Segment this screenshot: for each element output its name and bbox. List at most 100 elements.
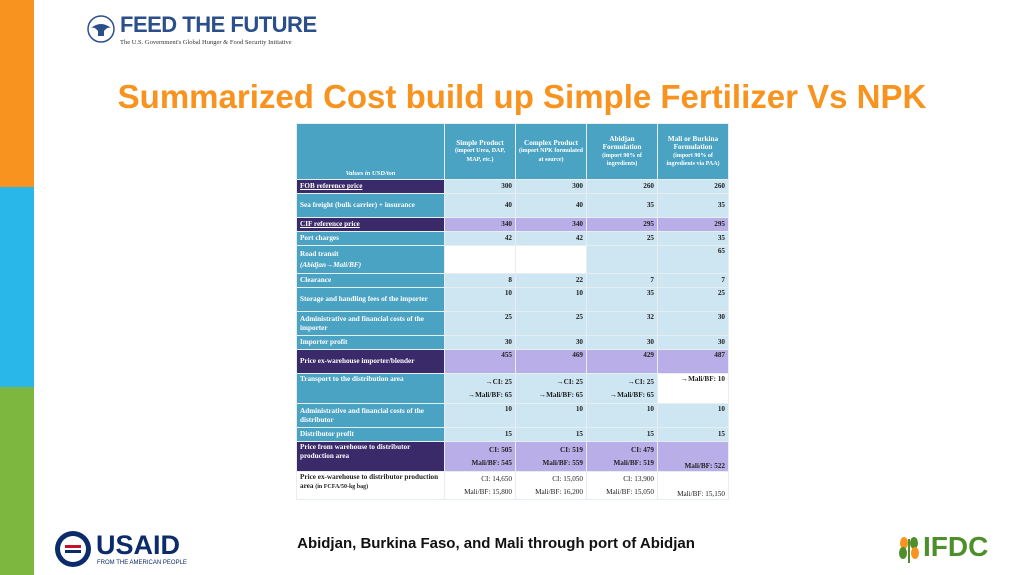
table-cell <box>444 245 516 274</box>
table-cell: 42 <box>444 231 516 246</box>
cell-line-b: Mali/BF: 16,200 <box>535 487 583 496</box>
column-title: Simple Product <box>456 138 504 147</box>
cell-line-a: →CI: 25 <box>485 377 512 386</box>
table-cell: 300 <box>444 179 516 194</box>
table-cell: 25 <box>586 231 658 246</box>
table-cell: Mali/BF: 522 <box>657 441 729 472</box>
table-cell: 35 <box>657 193 729 218</box>
cell-line-b: Mali/BF: 15,150 <box>677 489 725 498</box>
table-cell: 15 <box>444 427 516 442</box>
table-cell: 30 <box>515 335 587 350</box>
table-cell: 260 <box>657 179 729 194</box>
table-row: Administrative and financial costs of th… <box>296 403 729 428</box>
table-cell: 30 <box>444 335 516 350</box>
table-cell <box>515 245 587 274</box>
table-row: Importer profit 30 30 30 30 <box>296 335 729 350</box>
feed-the-future-subtitle: The U.S. Government's Global Hunger & Fo… <box>120 39 292 46</box>
table-cell: 300 <box>515 179 587 194</box>
row-label-note: (in FCFA/50-kg bag) <box>315 483 369 490</box>
table-cell: CI: 15,050 Mali/BF: 16,200 <box>515 471 587 500</box>
ifdc-title: IFDC <box>923 531 989 562</box>
table-cell: 340 <box>515 217 587 232</box>
table-cell: 487 <box>657 349 729 374</box>
table-cell: 25 <box>444 311 516 336</box>
column-subtitle: (import 90% of ingredients via PAA) <box>666 152 720 168</box>
usaid-seal-icon <box>55 531 91 567</box>
table-cell: CI: 13,900 Mali/BF: 15,050 <box>586 471 658 500</box>
table-cell: 35 <box>586 193 658 218</box>
table-row: Clearance 8 22 7 7 <box>296 273 729 288</box>
table-cell: 65 <box>657 245 729 274</box>
table-cell: 295 <box>657 217 729 232</box>
table-cell: 429 <box>586 349 658 374</box>
ifdc-logo: IFDC <box>895 531 1005 567</box>
table-row: Distributor profit 15 15 15 15 <box>296 427 729 442</box>
row-label-text: Price ex-warehouse to distributor produc… <box>300 473 439 490</box>
table-row: Sea freight (bulk carrier) + insurance 4… <box>296 193 729 218</box>
slide-caption: Abidjan, Burkina Faso, and Mali through … <box>297 535 695 552</box>
left-accent-green <box>0 387 34 575</box>
row-label: Sea freight (bulk carrier) + insurance <box>296 193 445 218</box>
column-header: Abidjan Formulation (import 90% of ingred… <box>586 123 658 180</box>
cell-line-b: →Mali/BF: 65 <box>538 391 583 399</box>
table-row: Administrative and financial costs of th… <box>296 311 729 336</box>
table-cell: 10 <box>444 287 516 312</box>
cell-line-a: CI: 15,050 <box>552 475 583 483</box>
table-cell: CI: 505 Mali/BF: 545 <box>444 441 516 472</box>
table-cell: →CI: 25 →Mali/BF: 65 <box>515 373 587 404</box>
table-cell: 15 <box>657 427 729 442</box>
table-cell: CI: 479 Mali/BF: 519 <box>586 441 658 472</box>
cell-line-a: CI: 479 <box>631 445 654 454</box>
table-cell: 10 <box>657 403 729 428</box>
table-row: FOB reference price 300 300 260 260 <box>296 179 729 194</box>
table-cell: 15 <box>586 427 658 442</box>
row-label: FOB reference price <box>296 179 445 194</box>
table-cell: 22 <box>515 273 587 288</box>
table-cell: 15 <box>515 427 587 442</box>
cell-line-b: →Mali/BF: 65 <box>609 391 654 399</box>
table-cell: 10 <box>515 287 587 312</box>
table-cell: 260 <box>586 179 658 194</box>
cell-line-b: Mali/BF: 15,050 <box>606 487 654 496</box>
cell-line-b: →Mali/BF: 10 <box>680 375 725 383</box>
cell-line-b: Mali/BF: 522 <box>684 461 725 470</box>
row-label: Road transit (Abidjan→Mali/BF) <box>296 245 445 274</box>
table-row: Storage and handling fees of the importe… <box>296 287 729 312</box>
column-subtitle: (import 90% of ingredients) <box>602 152 642 168</box>
table-row: CIF reference price 340 340 295 295 <box>296 217 729 232</box>
table-cell: 10 <box>444 403 516 428</box>
cell-line-a: →CI: 25 <box>556 377 583 386</box>
row-label: Distributor profit <box>296 427 445 442</box>
table-cell: 25 <box>515 311 587 336</box>
row-label: Storage and handling fees of the importe… <box>296 287 445 312</box>
table-cell: →CI: 25 →Mali/BF: 65 <box>444 373 516 404</box>
table-cell: 7 <box>586 273 658 288</box>
row-label: Administrative and financial costs of th… <box>296 403 445 428</box>
cell-line-b: Mali/BF: 559 <box>542 459 583 467</box>
table-cell: 40 <box>515 193 587 218</box>
table-cell: 469 <box>515 349 587 374</box>
cell-line-a: →CI: 25 <box>627 377 654 386</box>
table-cell: 340 <box>444 217 516 232</box>
row-label: Price from warehouse to distributor prod… <box>296 441 445 472</box>
table-cell: 455 <box>444 349 516 374</box>
cell-line-a: CI: 505 <box>489 445 512 454</box>
column-header: Simple Product (import Urea, DAP, MAP, et… <box>444 123 516 180</box>
row-label: Transport to the distribution area <box>296 373 445 404</box>
table-row: Transport to the distribution area →CI: … <box>296 373 729 404</box>
column-subtitle: (import Urea, DAP, MAP, etc.) <box>455 148 505 163</box>
cell-line-b: Mali/BF: 545 <box>471 459 512 467</box>
column-title: Complex Product <box>524 138 578 147</box>
table-cell: 10 <box>586 403 658 428</box>
table-row: Road transit (Abidjan→Mali/BF) 65 <box>296 245 729 274</box>
row-label-text: Road transit <box>300 249 339 258</box>
row-label: Price ex-warehouse to distributor produc… <box>296 471 445 500</box>
column-header: Mali or Burkina Formulation (import 90% o… <box>657 123 729 180</box>
table-cell: 32 <box>586 311 658 336</box>
column-title: Mali or Burkina Formulation <box>667 134 719 152</box>
table-cell <box>586 245 658 274</box>
table-row: Price ex-warehouse importer/blender 455 … <box>296 349 729 374</box>
usaid-subtitle: FROM THE AMERICAN PEOPLE <box>97 560 187 566</box>
table-cell: 40 <box>444 193 516 218</box>
column-header: Complex Product (import NPK formulated at… <box>515 123 587 180</box>
